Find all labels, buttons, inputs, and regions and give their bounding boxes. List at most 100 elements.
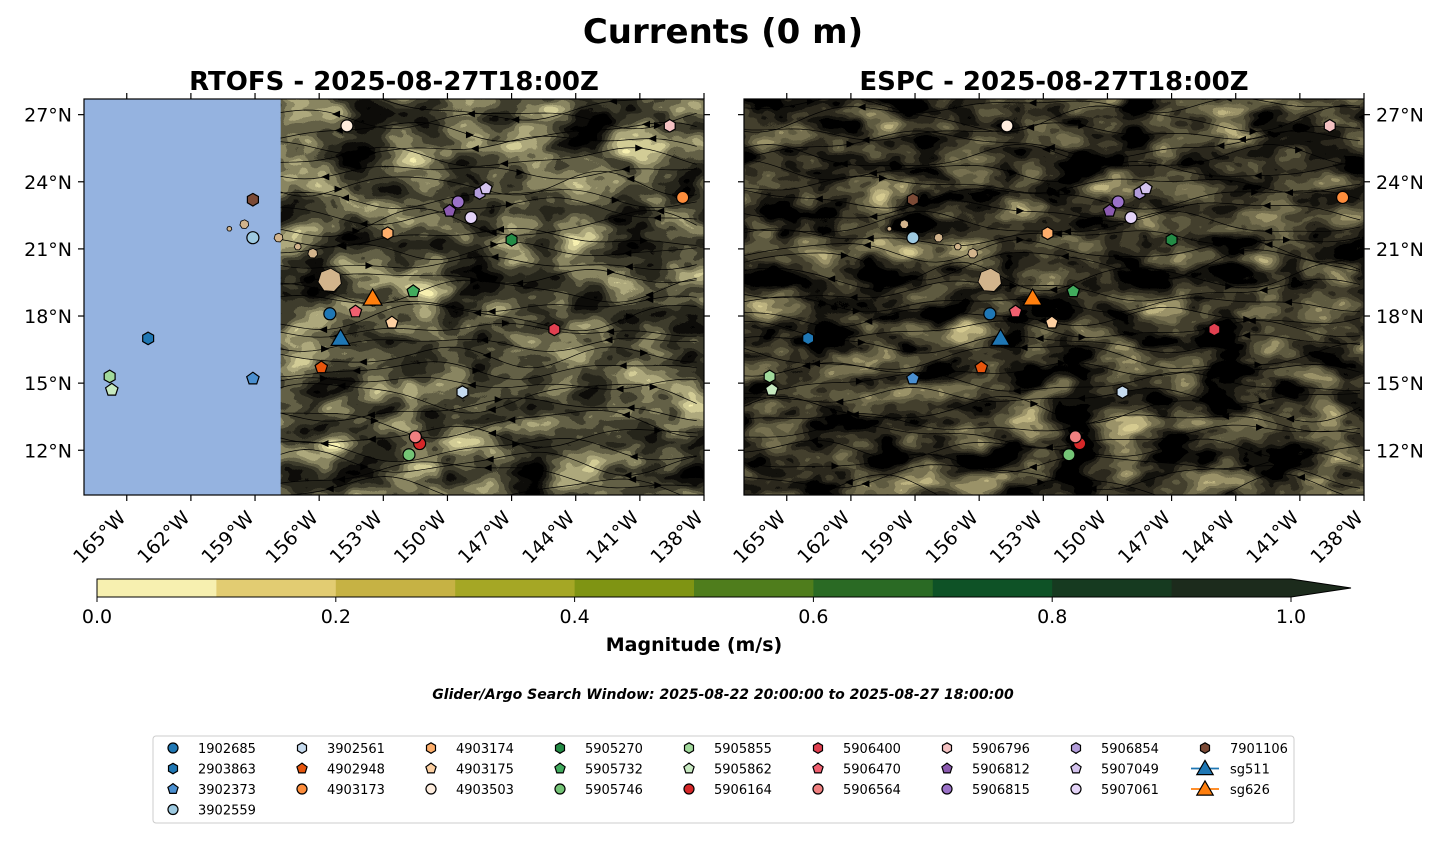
platform-marker-4903175 [384, 315, 399, 329]
streamline-arrow [831, 462, 840, 470]
legend-label-5907061: 5907061 [1101, 783, 1159, 798]
streamline-arrow [855, 377, 864, 385]
platform-marker-5905855 [103, 369, 116, 384]
rtofs-map-area [84, 99, 704, 504]
y-tick-label: 12°N [1376, 440, 1424, 462]
streamline-arrow [469, 497, 477, 504]
colorbar-swatch [694, 579, 814, 597]
platform-marker-2903863 [802, 331, 815, 346]
legend-label-3902561: 3902561 [327, 742, 385, 757]
legend-label-7901106: 7901106 [1230, 742, 1288, 757]
streamline-arrow [1236, 247, 1245, 255]
streamline-arrow [1028, 99, 1037, 107]
platform-marker-5905270 [505, 232, 518, 247]
streamline [744, 362, 1361, 377]
rtofs-no-data-mask [84, 99, 281, 495]
espc-frame [743, 98, 1365, 496]
streamline-arrow [850, 411, 859, 419]
rtofs-hawaiian-islands [226, 219, 342, 292]
streamline-arrow [835, 398, 844, 406]
legend-marker-4903174 [425, 742, 437, 754]
espc-map-area [744, 99, 1364, 495]
legend-label-2903863: 2903863 [198, 763, 256, 778]
legend-marker-3902373 [167, 782, 179, 795]
legend-marker-sg626 [1195, 779, 1215, 796]
streamline [744, 122, 1361, 141]
streamline-arrow [1078, 448, 1087, 456]
streamline-arrow [1216, 142, 1225, 150]
streamline-arrow [1247, 317, 1256, 325]
streamline [744, 334, 1361, 354]
streamline [280, 277, 697, 305]
platform-marker-3902373 [245, 371, 260, 385]
streamline-arrow [649, 383, 658, 391]
platform-marker-5907061 [464, 210, 478, 225]
streamline-arrow [1026, 124, 1035, 132]
streamline-arrow [611, 196, 620, 204]
platform-marker-5906470 [1008, 304, 1023, 318]
legend-label-5905862: 5905862 [714, 763, 772, 778]
espc-streamlines [744, 99, 1361, 495]
streamline-arrow [1012, 387, 1021, 395]
streamline-arrow [1242, 331, 1251, 339]
colorbar-swatch [1171, 579, 1292, 597]
legend-label-5905746: 5905746 [585, 783, 643, 798]
legend-marker-5906854 [1070, 742, 1082, 754]
espc-panel: ESPC - 2025-08-27T18:00Z 165°W 162°W 159°W… [729, 67, 1424, 568]
streamline-arrow [490, 253, 499, 261]
y-tick-label: 24°N [1376, 172, 1424, 194]
platform-marker-3902373 [905, 371, 920, 385]
streamline [744, 175, 1361, 194]
platform-marker-sg626 [362, 287, 384, 306]
streamline-arrow [488, 229, 497, 237]
streamline-arrow [1078, 122, 1087, 130]
streamline-arrow [857, 103, 866, 111]
x-tick-label: 153°W [326, 507, 387, 568]
streamline-arrow [629, 453, 638, 461]
streamline-arrow [642, 120, 651, 128]
streamline [280, 425, 697, 448]
streamline-arrow [814, 195, 823, 203]
streamline-arrow [466, 110, 475, 118]
streamline-arrow [320, 374, 329, 382]
x-tick-label: 159°W [857, 507, 918, 568]
colorbar-swatch [813, 579, 934, 597]
streamline-arrow [1263, 227, 1272, 235]
platform-marker-3902561 [456, 385, 469, 400]
x-tick-label: 153°W [986, 507, 1047, 568]
streamline-arrow [645, 295, 654, 303]
streamline-arrow [337, 382, 346, 390]
streamline-arrow [1058, 186, 1067, 194]
streamline-arrow [606, 328, 615, 336]
streamline-arrow [334, 126, 343, 134]
platform-marker-7901106 [906, 192, 920, 207]
streamline-arrow [338, 151, 347, 159]
streamline-arrow [332, 110, 341, 118]
x-tick-label: 162°W [793, 507, 854, 568]
platform-marker-5905862 [104, 382, 119, 396]
streamline-arrow [1253, 449, 1262, 457]
streamline-arrow [645, 291, 654, 299]
streamline-arrow [609, 99, 618, 105]
streamline-arrow [1296, 473, 1305, 481]
streamline-arrow [625, 313, 634, 321]
platform-marker-1902685 [323, 307, 337, 321]
streamline [280, 337, 697, 352]
streamline-arrow [1037, 317, 1046, 325]
streamline-arrow [653, 214, 662, 222]
streamline-arrow [1035, 334, 1044, 342]
streamline-arrow [621, 165, 630, 173]
platform-marker-5907049 [479, 181, 493, 195]
platform-marker-5905862 [764, 382, 779, 396]
streamline [744, 395, 1361, 424]
streamline-arrow [1246, 463, 1255, 471]
streamline-arrow [868, 169, 877, 177]
colorbar-tick-label: 0.4 [559, 606, 589, 628]
x-tick-label: 138°W [646, 507, 707, 568]
colorbar-tick-label: 0.2 [321, 606, 351, 628]
streamline [280, 146, 697, 167]
platform-marker-2903863 [142, 331, 155, 346]
figure-title: Currents (0 m) [583, 12, 863, 52]
island-hawaii [317, 267, 342, 292]
streamline-arrow [878, 174, 887, 182]
